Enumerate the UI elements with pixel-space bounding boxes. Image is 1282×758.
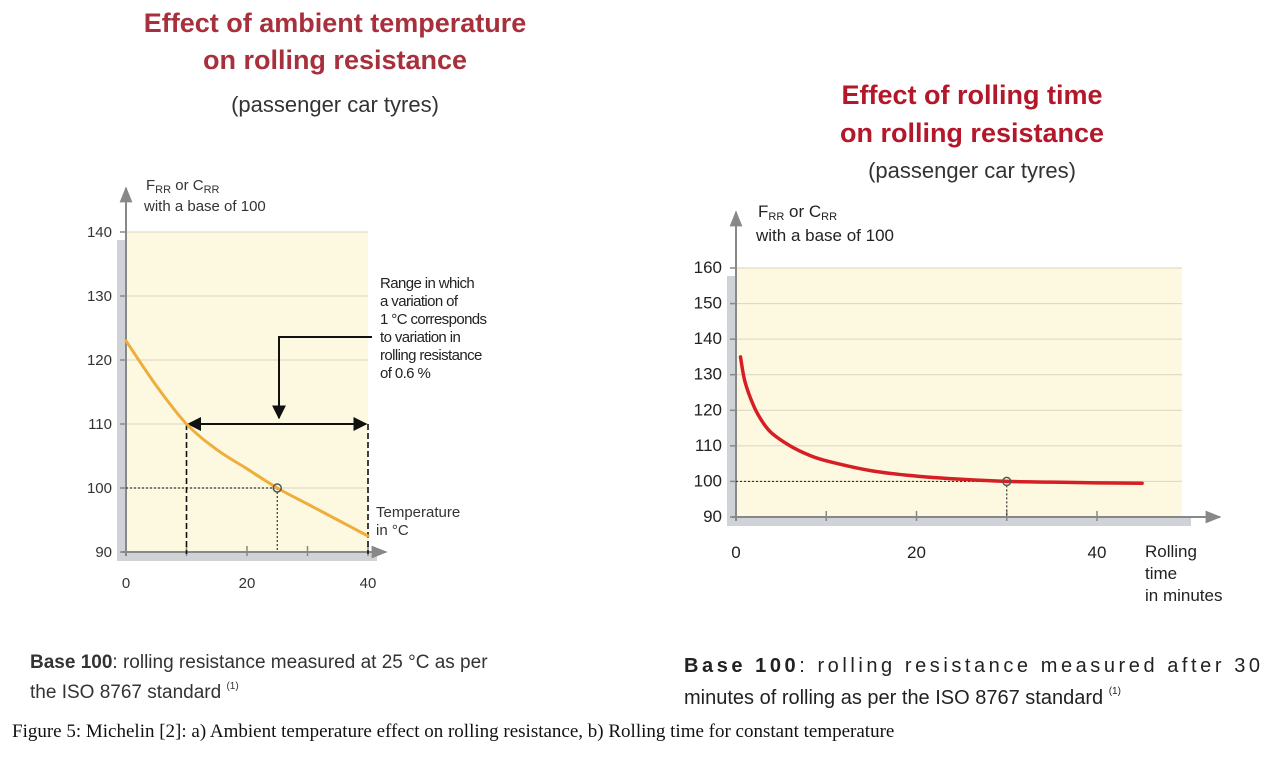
y-tick-label: 150 <box>694 294 722 313</box>
x-tick-label: 40 <box>1088 543 1107 562</box>
axis-shadow <box>117 240 126 560</box>
y-axis-label-part: or C <box>784 202 821 221</box>
annotation-text: of 0.6 % <box>380 365 430 382</box>
x-tick-label: 20 <box>907 543 926 562</box>
y-axis-label-part: RR <box>204 184 220 196</box>
y-axis-label-part: RR <box>155 184 171 196</box>
x-axis-label: in °C <box>376 522 409 539</box>
reference-point-marker <box>272 483 282 493</box>
axis-shadow <box>727 276 736 525</box>
y-tick-label: 140 <box>694 329 722 348</box>
y-tick-label: 100 <box>87 480 112 497</box>
y-axis-label: FRR or CRR <box>146 177 220 196</box>
left-subtitle: (passenger car tyres) <box>231 92 439 117</box>
y-tick-label: 100 <box>694 471 722 490</box>
y-tick-label: 120 <box>694 400 722 419</box>
x-axis-label: Temperature <box>376 504 460 521</box>
y-tick-label: 110 <box>695 436 722 455</box>
annotation-text: to variation in <box>380 329 460 346</box>
right-title-line1: Effect of rolling time <box>841 80 1102 110</box>
x-tick-label: 0 <box>122 575 130 592</box>
annotation-text: a variation of <box>380 293 459 310</box>
x-tick-label: 20 <box>239 575 256 592</box>
right-base-note-line2: minutes of rolling as per the ISO 8767 s… <box>684 686 1121 709</box>
right-title-line2: on rolling resistance <box>840 118 1104 148</box>
y-tick-label: 160 <box>694 258 722 277</box>
left-base-note-line1: Base 100: rolling resistance measured at… <box>30 652 488 673</box>
annotation-text: 1 °C corresponds <box>380 311 487 328</box>
y-axis-label-part: RR <box>821 211 837 223</box>
y-axis-label-line2: with a base of 100 <box>143 198 266 215</box>
plot-background <box>736 268 1182 517</box>
y-tick-label: 90 <box>95 544 112 561</box>
y-axis-label-part: or C <box>171 177 204 194</box>
y-tick-label: 110 <box>88 416 112 433</box>
y-tick-label: 130 <box>694 365 722 384</box>
y-axis-label-part: F <box>146 177 155 194</box>
y-tick-label: 90 <box>703 507 722 526</box>
reference-point-marker <box>1002 476 1012 487</box>
data-curve <box>738 355 1144 485</box>
y-axis-label-part: RR <box>768 211 784 223</box>
left-title-line1: Effect of ambient temperature <box>144 8 527 38</box>
y-tick-label: 140 <box>87 224 112 241</box>
annotation-text: Range in which <box>380 275 474 292</box>
y-tick-label: 130 <box>87 288 112 305</box>
x-tick-label: 0 <box>731 543 740 562</box>
annotation-pointer-arrow <box>272 336 372 420</box>
data-curve <box>124 339 370 538</box>
right-subtitle: (passenger car tyres) <box>868 158 1076 183</box>
left-base-note-line2: the ISO 8767 standard (1) <box>30 681 239 703</box>
plot-background <box>126 232 368 552</box>
annotation-text: rolling resistance <box>380 347 482 364</box>
y-tick-label: 120 <box>87 352 112 369</box>
figure-caption: Figure 5: Michelin [2]: a) Ambient tempe… <box>12 721 894 742</box>
axis-shadow <box>727 517 1191 526</box>
x-axis-label: in minutes <box>1145 586 1222 605</box>
y-axis-label-line2: with a base of 100 <box>755 226 894 245</box>
x-tick-label: 40 <box>360 575 377 592</box>
x-axis-label: time <box>1145 564 1177 583</box>
y-axis-label-part: F <box>758 202 768 221</box>
y-axis-label: FRR or CRR <box>758 202 837 223</box>
x-axis-label: Rolling <box>1145 542 1197 561</box>
left-title-line2: on rolling resistance <box>203 45 467 75</box>
axis-shadow <box>117 552 377 561</box>
right-base-note-line1: Base 100: rolling resistance measured af… <box>684 655 1260 677</box>
